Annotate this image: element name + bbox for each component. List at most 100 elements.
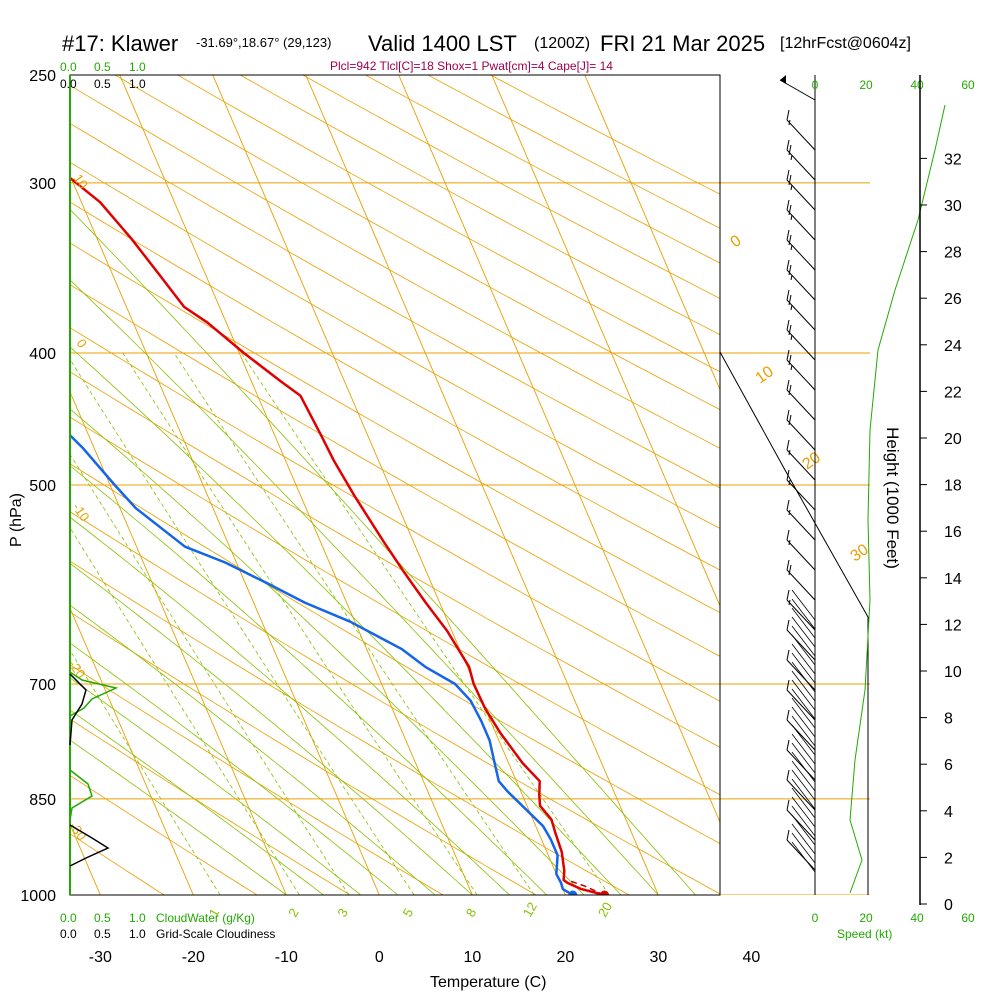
wind-barb-staff xyxy=(791,742,816,774)
mixing-ratio-line xyxy=(70,358,415,895)
dry-adiabat xyxy=(70,664,444,895)
temperature-tick-label: 10 xyxy=(463,949,481,966)
wind-barb-staff xyxy=(791,706,816,738)
cloudwater-tick-bottom: 1.0 xyxy=(129,911,146,925)
cloudwater-tick-top: 1.0 xyxy=(129,60,146,74)
wind-barb-flag xyxy=(788,174,792,186)
isotherm-line xyxy=(584,75,720,391)
height-tick-label: 32 xyxy=(944,151,962,168)
mixing-ratio-line xyxy=(122,352,478,895)
mixing-ratio-label: 5 xyxy=(400,906,417,920)
wind-barb-flag xyxy=(786,409,790,421)
pressure-tick-label: 300 xyxy=(29,176,56,193)
wind-barb-staff xyxy=(791,589,816,621)
wind-barb-flag xyxy=(786,829,790,841)
wind-barb-half xyxy=(790,214,793,221)
cloudiness-tick-top: 1.0 xyxy=(129,77,146,91)
height-tick-label: 0 xyxy=(944,897,953,914)
moist-adiabat xyxy=(70,642,399,895)
moist-adiabat xyxy=(70,516,510,895)
wind-barb-flag xyxy=(786,259,790,271)
parcel-line xyxy=(567,879,605,895)
wind-barb-flag xyxy=(786,469,790,481)
moist-adiabat xyxy=(70,346,622,895)
cloudiness-tick-bottom: 0.0 xyxy=(60,927,77,941)
dry-adiabat xyxy=(70,242,720,614)
wind-barb-half xyxy=(790,154,793,161)
wind-barb-flag xyxy=(788,414,792,426)
surface-temperature-point xyxy=(599,890,609,895)
boundary-line xyxy=(719,351,869,895)
wind-barb-flag xyxy=(786,619,790,631)
x-axis-title: Temperature (C) xyxy=(430,974,546,991)
height-tick-label: 20 xyxy=(944,431,962,448)
height-tick-label: 14 xyxy=(944,571,962,588)
wind-barb-staff xyxy=(791,688,816,720)
wind-barb-half xyxy=(790,184,793,191)
wind-barb-flag xyxy=(786,739,790,751)
moist-adiabat xyxy=(70,739,287,895)
wind-barb-staff xyxy=(791,796,816,828)
wind-barb-staff xyxy=(786,749,816,781)
wind-barb-flag xyxy=(786,439,790,451)
wind-barb-staff xyxy=(791,661,816,693)
cloudwater-label: CloudWater (g/Kg) xyxy=(156,911,255,925)
height-tick-label: 18 xyxy=(944,478,962,495)
temperature-tick-label: 30 xyxy=(649,949,667,966)
wind-barb-flag xyxy=(788,384,792,396)
wind-barb-staff xyxy=(786,119,816,151)
wind-barb-staff xyxy=(791,841,816,873)
height-tick-label: 22 xyxy=(944,384,962,401)
wind-barb-flag xyxy=(788,564,792,576)
wind-barb-staff xyxy=(791,616,816,648)
mixing-ratio-label: 2 xyxy=(285,906,302,920)
dry-adiabat xyxy=(240,75,720,336)
wind-barb-staff xyxy=(786,779,816,811)
wind-barb-half xyxy=(790,364,793,371)
height-tick-label: 6 xyxy=(944,757,953,774)
coords-label: -31.69°,18.67° (29,123) xyxy=(196,35,331,50)
dry-adiabat xyxy=(70,463,720,845)
wind-barb-staff xyxy=(791,697,816,729)
wind-barb-flag xyxy=(788,204,792,216)
pressure-tick-label: 400 xyxy=(29,346,56,363)
mixing-ratio-label: 12 xyxy=(520,899,540,919)
moist-adiabat xyxy=(70,677,362,895)
height-tick-label: 16 xyxy=(944,524,962,541)
wind-barb-staff xyxy=(791,652,816,684)
wind-barb-half xyxy=(790,334,793,341)
wind-barb-half xyxy=(788,509,791,516)
wind-barb-half xyxy=(788,539,791,546)
wind-tick-top: 60 xyxy=(961,78,975,92)
dry-adiabat xyxy=(70,416,720,796)
wind-barb-flag xyxy=(786,319,790,331)
wind-barb-flag xyxy=(786,349,790,361)
wind-barb-flag xyxy=(786,229,790,241)
cloudiness-tick-bottom: 1.0 xyxy=(129,927,146,941)
temperature-line xyxy=(70,176,605,895)
dry-adiabat xyxy=(70,611,537,895)
wind-barb-staff xyxy=(791,625,816,657)
wind-barb-flag xyxy=(788,144,792,156)
height-tick-label: 2 xyxy=(944,850,953,867)
wind-barb-flag xyxy=(786,589,790,601)
wind-barb-staff xyxy=(791,643,816,675)
cloudiness-tick-top: 0.5 xyxy=(94,77,111,91)
mixing-ratio-line xyxy=(70,526,300,895)
wind-barb-flag xyxy=(788,294,792,306)
wind-barb-staff xyxy=(786,479,816,511)
height-tick-label: 24 xyxy=(944,338,962,355)
wind-barb-staff xyxy=(786,389,816,421)
wind-barb-flag xyxy=(786,769,790,781)
dry-adiabat xyxy=(114,75,720,411)
wind-barb-staff xyxy=(791,751,816,783)
wind-barb-staff xyxy=(786,599,816,631)
moist-adiabat xyxy=(70,208,696,895)
valid-title: Valid 1400 LST xyxy=(368,31,517,56)
wind-barb-staff xyxy=(786,719,816,751)
cloudiness-tick-top: 0.0 xyxy=(60,77,77,91)
wind-barb-flag xyxy=(786,109,790,121)
dry-adiabat xyxy=(70,718,351,895)
cloudiness-curve xyxy=(69,824,110,867)
